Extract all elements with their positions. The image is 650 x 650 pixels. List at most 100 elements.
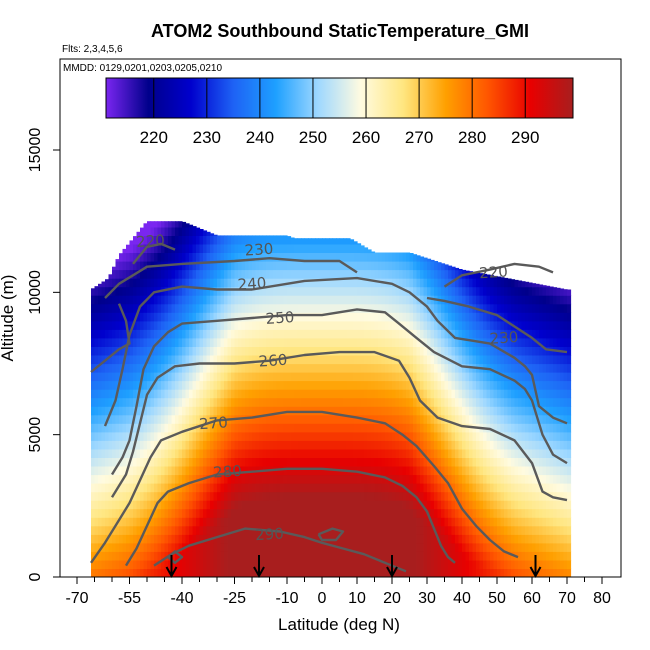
heatmap-cell	[406, 346, 411, 356]
heatmap-cell	[402, 397, 407, 407]
heatmap-cell	[493, 278, 498, 288]
heatmap-cell	[357, 414, 362, 424]
heatmap-cell	[420, 380, 425, 390]
heatmap-cell	[364, 559, 369, 569]
heatmap-cell	[511, 414, 516, 424]
heatmap-cell	[185, 269, 190, 279]
heatmap-cell	[315, 474, 320, 484]
heatmap-cell	[511, 355, 516, 365]
heatmap-cell	[346, 491, 351, 501]
heatmap-cell	[507, 559, 512, 569]
heatmap-cell	[371, 551, 376, 561]
heatmap-cell	[427, 525, 432, 535]
heatmap-cell	[189, 312, 194, 322]
heatmap-cell	[280, 551, 285, 561]
heatmap-cell	[504, 525, 509, 535]
heatmap-cell	[171, 252, 176, 262]
heatmap-cell	[416, 483, 421, 493]
heatmap-cell	[283, 397, 288, 407]
heatmap-cell	[525, 406, 530, 416]
heatmap-cell	[336, 372, 341, 382]
heatmap-cell	[416, 337, 421, 347]
heatmap-cell	[133, 295, 138, 305]
heatmap-cell	[392, 363, 397, 373]
heatmap-cell	[101, 517, 106, 527]
heatmap-cell	[171, 491, 176, 501]
heatmap-cell	[255, 440, 260, 450]
heatmap-cell	[112, 312, 117, 322]
heatmap-cell	[161, 278, 166, 288]
heatmap-cell	[329, 346, 334, 356]
heatmap-cell	[451, 406, 456, 416]
heatmap-cell	[94, 406, 99, 416]
heatmap-cell	[196, 397, 201, 407]
heatmap-cell	[413, 389, 418, 399]
heatmap-cell	[101, 295, 106, 305]
heatmap-cell	[441, 525, 446, 535]
heatmap-cell	[210, 312, 215, 322]
heatmap-cell	[329, 508, 334, 518]
heatmap-cell	[182, 355, 187, 365]
heatmap-cell	[448, 500, 453, 510]
heatmap-cell	[206, 363, 211, 373]
heatmap-cell	[105, 551, 110, 561]
heatmap-cell	[409, 397, 414, 407]
heatmap-cell	[157, 500, 162, 510]
heatmap-cell	[105, 406, 110, 416]
heatmap-cell	[108, 448, 113, 458]
heatmap-cell	[406, 448, 411, 458]
heatmap-cell	[448, 466, 453, 476]
heatmap-cell	[504, 406, 509, 416]
heatmap-cell	[231, 448, 236, 458]
heatmap-cell	[108, 525, 113, 535]
heatmap-cell	[465, 312, 470, 322]
heatmap-cell	[255, 414, 260, 424]
heatmap-cell	[343, 483, 348, 493]
heatmap-cell	[458, 278, 463, 288]
heatmap-cell	[290, 252, 295, 262]
heatmap-cell	[322, 303, 327, 313]
heatmap-cell	[514, 559, 519, 569]
heatmap-cell	[511, 397, 516, 407]
heatmap-cell	[231, 312, 236, 322]
heatmap-cell	[350, 431, 355, 441]
heatmap-cell	[458, 363, 463, 373]
heatmap-cell	[147, 474, 152, 484]
heatmap-cell	[206, 500, 211, 510]
heatmap-cell	[367, 431, 372, 441]
heatmap-cell	[514, 295, 519, 305]
heatmap-cell	[231, 261, 236, 271]
heatmap-cell	[192, 355, 197, 365]
heatmap-cell	[192, 303, 197, 313]
heatmap-cell	[483, 372, 488, 382]
heatmap-cell	[427, 431, 432, 441]
heatmap-cell	[465, 431, 470, 441]
heatmap-cell	[385, 329, 390, 339]
heatmap-cell	[437, 491, 442, 501]
heatmap-cell	[437, 534, 442, 544]
heatmap-cell	[185, 223, 190, 228]
heatmap-cell	[297, 542, 302, 552]
heatmap-cell	[213, 303, 218, 313]
heatmap-cell	[220, 551, 225, 561]
heatmap-cell	[451, 423, 456, 433]
heatmap-cell	[402, 406, 407, 416]
heatmap-cell	[105, 295, 110, 305]
heatmap-cell	[441, 491, 446, 501]
heatmap-cell	[350, 483, 355, 493]
heatmap-cell	[182, 559, 187, 569]
heatmap-cell	[115, 491, 120, 501]
heatmap-cell	[115, 534, 120, 544]
heatmap-cell	[490, 337, 495, 347]
heatmap-cell	[297, 423, 302, 433]
heatmap-cell	[220, 466, 225, 476]
heatmap-cell	[262, 329, 267, 339]
heatmap-cell	[353, 355, 358, 365]
heatmap-cell	[528, 568, 533, 577]
heatmap-cell	[161, 303, 166, 313]
heatmap-cell	[143, 286, 148, 296]
heatmap-cell	[182, 320, 187, 330]
heatmap-cell	[255, 406, 260, 416]
heatmap-cell	[539, 295, 544, 305]
heatmap-cell	[315, 517, 320, 527]
